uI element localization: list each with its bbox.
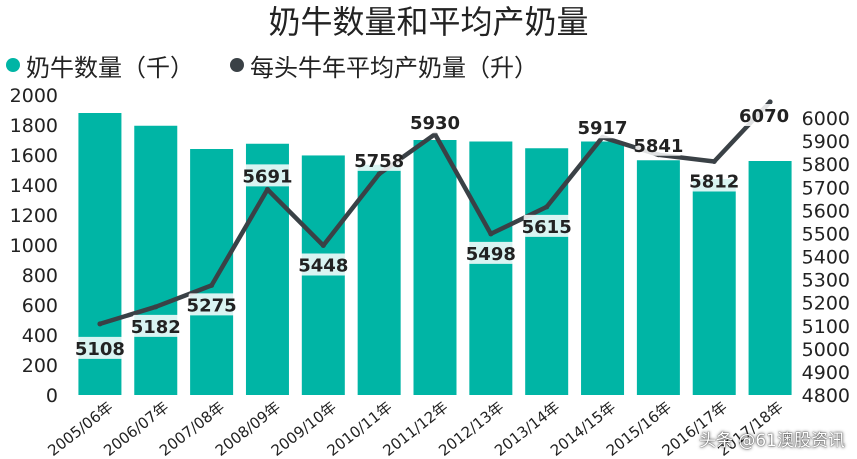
line-data-label: 5615 (522, 217, 572, 238)
line-data-label-bg (579, 116, 626, 139)
line-data-label: 5275 (187, 295, 237, 316)
left-axis-tick-label: 1800 (10, 115, 58, 137)
line-data-label-bg (76, 336, 123, 359)
line-data-label-bg (412, 111, 458, 134)
line-data-label: 5758 (354, 151, 404, 172)
left-axis-tick-label: 1000 (10, 235, 58, 257)
legend-label-line: 每头牛年平均产奶量（升） (250, 53, 538, 82)
legend-label-bars: 奶牛数量（千） (26, 53, 194, 82)
legend-swatch-bars (6, 58, 20, 72)
bar (636, 160, 680, 395)
line-point (488, 231, 494, 237)
line-data-label-bg (523, 214, 570, 237)
bar (190, 149, 234, 395)
bar (692, 179, 736, 395)
bar (469, 141, 513, 395)
watermark: 头条 @61澳股资讯 (698, 431, 845, 451)
line-data-label-bg (467, 241, 514, 264)
line-data-label: 5108 (75, 339, 125, 360)
line-point (376, 171, 382, 177)
line-data-label: 5182 (131, 317, 181, 338)
left-axis-tick-label: 400 (22, 325, 58, 347)
line-point (97, 321, 103, 327)
line-point (767, 99, 773, 105)
left-axis-tick-label: 1200 (10, 205, 58, 227)
left-axis-tick-label: 600 (22, 295, 58, 317)
bar (413, 140, 457, 395)
line-data-label: 5448 (298, 255, 348, 276)
line-data-label: 5691 (242, 166, 292, 187)
line-point (209, 282, 215, 288)
line-data-label-bg (356, 148, 403, 171)
left-axis-tick-label: 1600 (10, 145, 58, 167)
right-axis-tick-label: 4900 (802, 362, 850, 384)
line-point (711, 158, 717, 164)
right-axis-tick-label: 5900 (802, 131, 850, 153)
legend-item-line: 每头牛年平均产奶量（升） (230, 48, 538, 83)
line-data-label: 5498 (466, 244, 516, 265)
line-data-label-bg (691, 169, 738, 192)
bar (748, 161, 792, 395)
legend-swatch-line (230, 58, 244, 72)
right-axis-tick-label: 5500 (802, 223, 850, 245)
right-axis-tick-label: 5800 (802, 154, 850, 176)
right-axis-tick-label: 6000 (802, 108, 850, 130)
chart-title: 奶牛数量和平均产奶量 (268, 3, 589, 41)
left-axis-tick-label: 800 (22, 265, 58, 287)
right-axis-tick-label: 5300 (802, 270, 850, 292)
line-point (153, 304, 159, 310)
bar (134, 125, 178, 395)
left-axis-tick-label: 1400 (10, 175, 58, 197)
right-axis-tick-label: 5200 (802, 293, 850, 315)
line-data-label-bg (188, 293, 235, 316)
line-data-label-bg (132, 314, 179, 337)
line-point (544, 204, 550, 210)
left-axis-tick-label: 0 (46, 385, 58, 407)
line-point (264, 186, 270, 192)
line-data-label-bg (741, 104, 788, 126)
right-axis-tick-label: 5600 (802, 200, 850, 222)
line-data-label: 5930 (410, 113, 460, 134)
right-axis-tick-label: 5400 (802, 247, 850, 269)
bar (357, 164, 401, 395)
line-data-label-bg (300, 253, 347, 276)
line-data-label: 5812 (689, 171, 739, 192)
left-axis-tick-label: 2000 (10, 85, 58, 107)
legend: 奶牛数量（千） 每头牛年平均产奶量（升） (6, 48, 574, 83)
bar (581, 141, 625, 395)
line-data-label-bg (244, 164, 291, 187)
right-axis-tick-label: 5700 (802, 177, 850, 199)
line-point (320, 242, 326, 248)
left-axis-tick-label: 200 (22, 355, 58, 377)
line-data-label: 6070 (739, 106, 789, 127)
right-axis-tick-label: 5100 (802, 316, 850, 338)
line-data-label: 5917 (577, 118, 627, 139)
line-data-label: 5841 (633, 136, 683, 157)
line-data-label-bg (635, 133, 682, 156)
right-axis-tick-label: 5000 (802, 339, 850, 361)
legend-item-bars: 奶牛数量（千） (6, 48, 194, 83)
right-axis-tick-label: 4800 (802, 385, 850, 407)
